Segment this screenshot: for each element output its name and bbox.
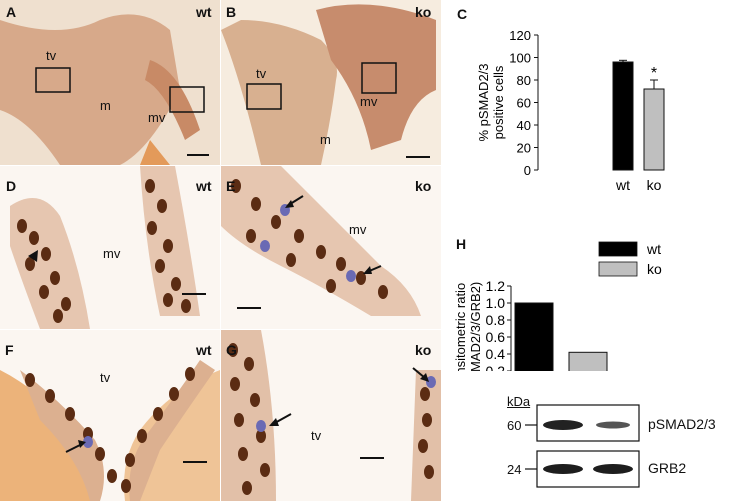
chart-h-ylabel-line: (pSMAD2/3/GRB2)	[468, 282, 483, 371]
chart-c-tick-label: 20	[517, 141, 531, 156]
chart-c-tick-label: 120	[509, 28, 531, 43]
panel-d-letter: D	[6, 178, 17, 194]
panel-d-tissue	[10, 166, 206, 329]
panel-d-image: D wt mv	[0, 166, 220, 329]
chart-h-bar-ko	[568, 351, 608, 371]
blot-marker-60: 60	[507, 418, 522, 433]
panel-f-tissue	[0, 360, 220, 501]
panel-b-label-m: m	[320, 132, 331, 147]
chart-h-ylabel-line: Densitometric ratio	[455, 283, 468, 371]
chart-c-tick-label: 40	[517, 118, 531, 133]
chart-h-tick-label: 1.0	[486, 295, 506, 311]
band-psmad-ko	[596, 421, 630, 429]
panel-b-label-tv: tv	[256, 66, 267, 81]
chart-c-tick-label: 100	[509, 51, 531, 66]
panel-b-letter: B	[226, 4, 237, 20]
chart-h: 00.20.40.60.81.01.2Densitometric ratio(p…	[455, 241, 662, 371]
panel-b-tissue	[221, 4, 436, 165]
blot-label-grb2: GRB2	[648, 460, 687, 476]
blot-kda-label: kDa	[507, 394, 531, 409]
chart-h-bar-wt	[514, 302, 554, 371]
chart-h-tick-label: 0.8	[486, 312, 506, 328]
panel-g-image: G ko tv	[221, 330, 441, 501]
chart-c-ylabel: % pSMAD2/3positive cells	[476, 63, 506, 141]
panel-b-image: B ko tv m mv	[221, 0, 441, 165]
panel-f-image: F wt tv	[0, 330, 220, 501]
chart-c-tick-label: 0	[524, 163, 531, 178]
chart-c-xlabel-ko: ko	[647, 177, 662, 193]
panel-g-letter: G	[226, 342, 237, 358]
panel-a-image: A wt tv m mv	[0, 0, 220, 165]
chart-c-bar-wt	[612, 61, 634, 171]
panel-d-label-mv: mv	[103, 246, 121, 261]
chart-h-tick-label: 0.2	[486, 363, 506, 371]
chart-h-legend-label-ko: ko	[647, 261, 662, 277]
panel-b-genotype: ko	[415, 4, 432, 20]
chart-c-xlabel-wt: wt	[615, 177, 630, 193]
chart-c-bar-ko	[643, 88, 665, 171]
panel-g-label-tv: tv	[311, 428, 322, 443]
panel-a-tissue	[0, 14, 209, 165]
chart-c-ylabel-line: % pSMAD2/3	[476, 63, 491, 141]
chart-c-significance: *	[651, 65, 657, 82]
panel-a-letter: A	[6, 4, 17, 20]
chart-c-tick-label: 60	[517, 96, 531, 111]
panel-b-label-mv: mv	[360, 94, 378, 109]
panel-g-tissue	[221, 330, 441, 501]
panel-e-label-mv: mv	[349, 222, 367, 237]
band-grb2-wt	[543, 464, 583, 474]
panel-a-genotype: wt	[196, 4, 212, 20]
panel-e-letter: E	[226, 178, 236, 194]
chart-h-legend-swatch-ko	[598, 261, 638, 277]
panel-g-genotype: ko	[415, 342, 432, 358]
panel-d-genotype: wt	[196, 178, 212, 194]
panel-c-letter: C	[457, 6, 468, 22]
chart-h-legend-label-wt: wt	[646, 241, 661, 257]
chart-c-ylabel-line: positive cells	[491, 65, 506, 139]
blot-label-psmad: pSMAD2/3	[648, 416, 716, 432]
chart-c-tick-label: 80	[517, 73, 531, 88]
band-grb2-ko	[593, 464, 633, 474]
chart-h-ylabel: Densitometric ratio(pSMAD2/3/GRB2)	[455, 282, 483, 371]
panel-a-label-mv: mv	[148, 110, 166, 125]
chart-h-tick-label: 0.6	[486, 329, 506, 345]
panel-a-label-m: m	[100, 98, 111, 113]
blot-marker-24: 24	[507, 462, 522, 477]
panel-f-letter: F	[5, 342, 14, 358]
chart-c: 0 20 40 60 80 100 120 % pSMAD2/3positive cells w…	[476, 28, 665, 193]
panel-e-genotype: ko	[415, 178, 432, 194]
panel-f-label-tv: tv	[100, 370, 111, 385]
panel-f-genotype: wt	[196, 342, 212, 358]
panel-e-tissue	[221, 166, 421, 316]
western-blot	[525, 404, 640, 488]
band-psmad-wt	[543, 420, 583, 430]
chart-h-tick-label: 1.2	[486, 278, 506, 294]
panel-e-image: E ko mv	[221, 166, 441, 329]
panel-a-label-tv: tv	[46, 48, 57, 63]
chart-h-tick-label: 0.4	[486, 346, 506, 362]
chart-h-legend-swatch-wt	[598, 241, 638, 257]
panel-h-letter: H	[456, 236, 467, 252]
